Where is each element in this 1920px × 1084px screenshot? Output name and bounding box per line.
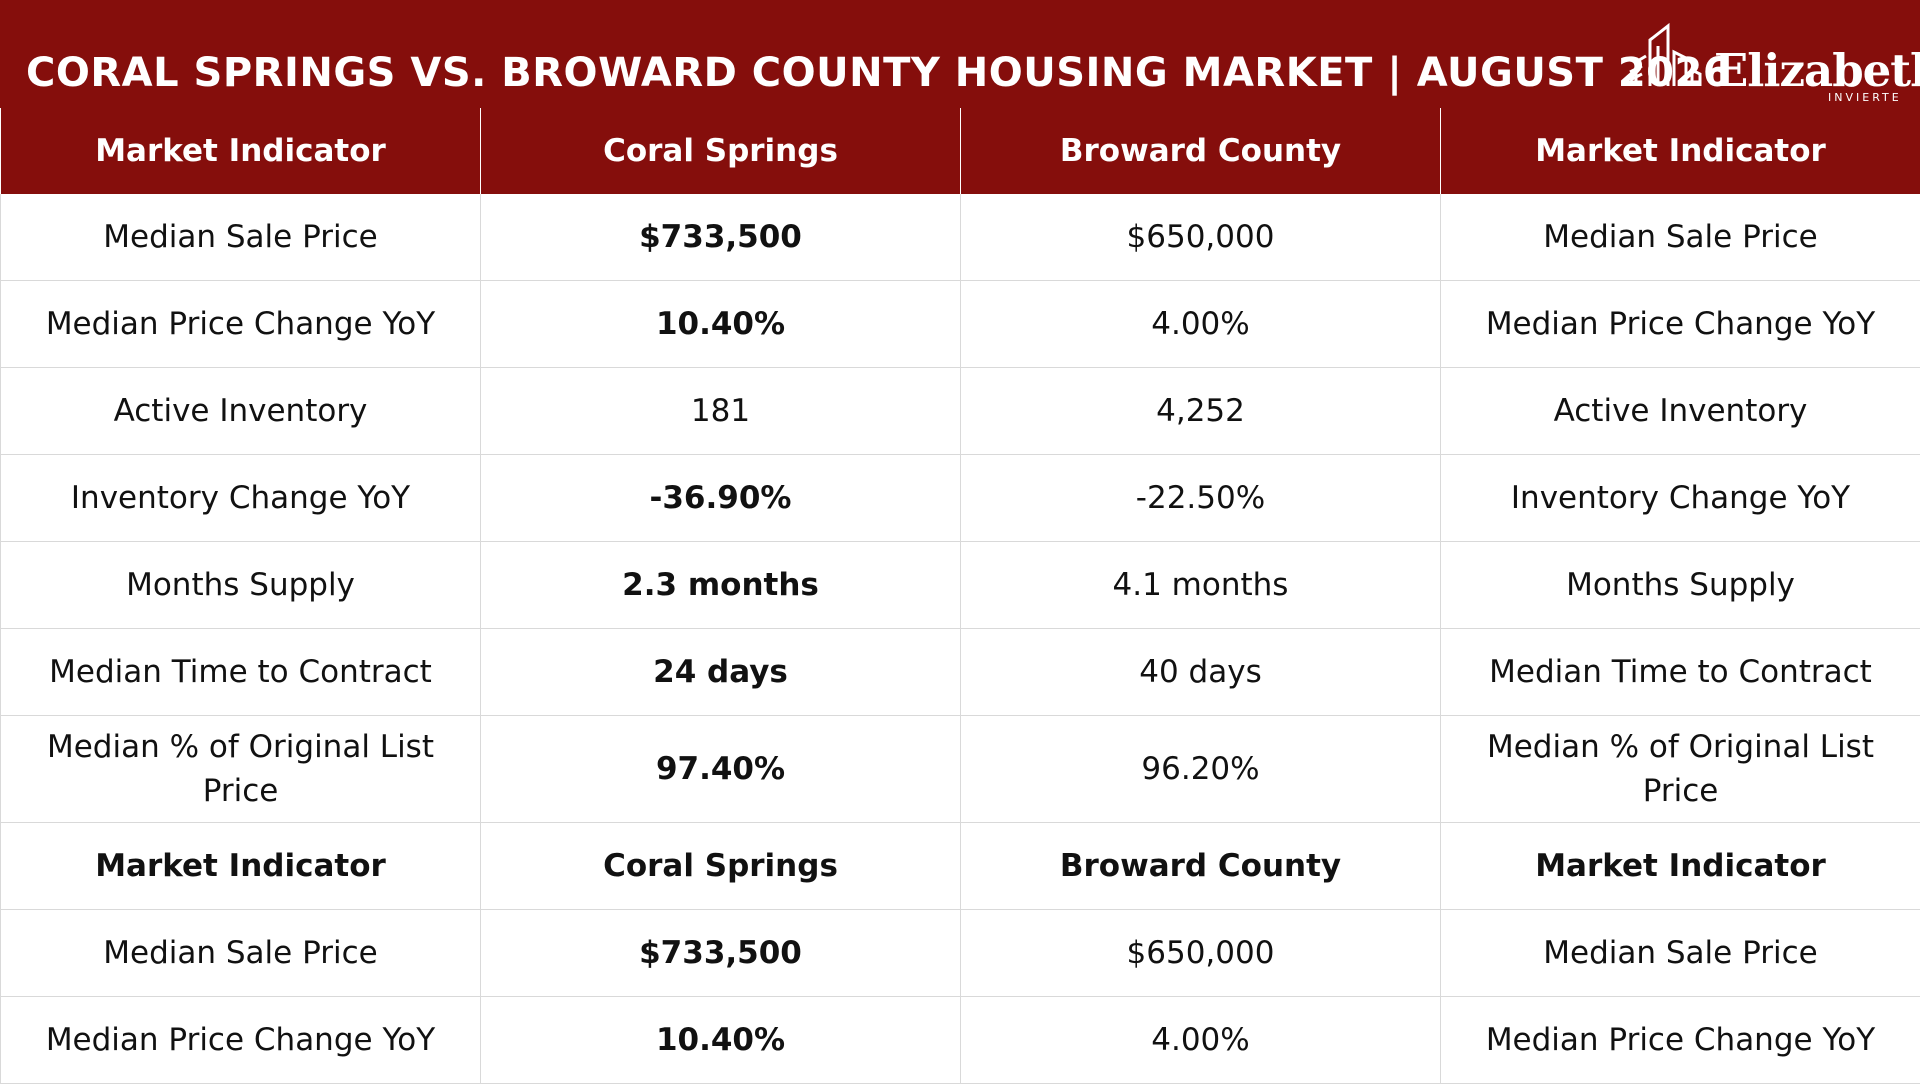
indicator-cell: Active Inventory	[1441, 368, 1920, 455]
indicator-cell: Market Indicator	[1, 823, 481, 910]
column-header: Broward County	[961, 108, 1441, 194]
header-banner: CORAL SPRINGS VS. BROWARD COUNTY HOUSING…	[0, 0, 1920, 108]
indicator-cell: Median Time to Contract	[1441, 629, 1920, 716]
indicator-cell: Median % of Original List Price	[1, 716, 481, 823]
table-row: Months Supply 2.3 months 4.1 months Mont…	[1, 542, 1920, 629]
broward-county-cell: Broward County	[961, 823, 1441, 910]
coral-springs-cell: Coral Springs	[481, 823, 961, 910]
market-comparison-table: Market Indicator Coral Springs Broward C…	[0, 108, 1920, 1084]
indicator-cell: Median Sale Price	[1441, 910, 1920, 997]
coral-springs-cell: 181	[481, 368, 961, 455]
table-subheader-row: Market Indicator Coral Springs Broward C…	[1, 823, 1920, 910]
table-row: Median Price Change YoY 10.40% 4.00% Med…	[1, 281, 1920, 368]
broward-county-cell: 4.00%	[961, 997, 1441, 1084]
indicator-cell: Market Indicator	[1441, 823, 1920, 910]
broward-county-cell: -22.50%	[961, 455, 1441, 542]
coral-springs-cell: 24 days	[481, 629, 961, 716]
broward-county-cell: 4.1 months	[961, 542, 1441, 629]
indicator-cell: Median Price Change YoY	[1, 997, 481, 1084]
indicator-cell: Months Supply	[1, 542, 481, 629]
coral-springs-cell: 97.40%	[481, 716, 961, 823]
logo-wordmark: Elizabeth	[1714, 44, 1920, 97]
indicator-cell: Inventory Change YoY	[1, 455, 481, 542]
column-header: Market Indicator	[1441, 108, 1920, 194]
brand-logo: Elizabeth INVIERTE	[1628, 22, 1913, 106]
indicator-cell: Months Supply	[1441, 542, 1920, 629]
column-header: Coral Springs	[481, 108, 961, 194]
broward-county-cell: $650,000	[961, 194, 1441, 281]
coral-springs-cell: -36.90%	[481, 455, 961, 542]
table-row: Inventory Change YoY -36.90% -22.50% Inv…	[1, 455, 1920, 542]
table-row: Median Sale Price $733,500 $650,000 Medi…	[1, 910, 1920, 997]
column-header: Market Indicator	[1, 108, 481, 194]
broward-county-cell: $650,000	[961, 910, 1441, 997]
table-row: Median Sale Price $733,500 $650,000 Medi…	[1, 194, 1920, 281]
indicator-cell: Median % of Original List Price	[1441, 716, 1920, 823]
indicator-cell: Median Price Change YoY	[1441, 997, 1920, 1084]
table-row: Median Price Change YoY 10.40% 4.00% Med…	[1, 997, 1920, 1084]
indicator-cell: Inventory Change YoY	[1441, 455, 1920, 542]
coral-springs-cell: 2.3 months	[481, 542, 961, 629]
building-skyline-icon	[1628, 22, 1712, 92]
indicator-cell: Median Time to Contract	[1, 629, 481, 716]
indicator-cell: Median Sale Price	[1441, 194, 1920, 281]
indicator-cell: Median Sale Price	[1, 194, 481, 281]
indicator-cell: Active Inventory	[1, 368, 481, 455]
table-row: Median Time to Contract 24 days 40 days …	[1, 629, 1920, 716]
broward-county-cell: 4,252	[961, 368, 1441, 455]
broward-county-cell: 96.20%	[961, 716, 1441, 823]
indicator-cell: Median Price Change YoY	[1, 281, 481, 368]
table-header-row: Market Indicator Coral Springs Broward C…	[1, 108, 1920, 194]
indicator-cell: Median Price Change YoY	[1441, 281, 1920, 368]
coral-springs-cell: 10.40%	[481, 997, 961, 1084]
logo-tagline: INVIERTE	[1828, 91, 1902, 104]
indicator-cell: Median Sale Price	[1, 910, 481, 997]
page-title: CORAL SPRINGS VS. BROWARD COUNTY HOUSING…	[26, 50, 1731, 96]
coral-springs-cell: $733,500	[481, 194, 961, 281]
table-row: Active Inventory 181 4,252 Active Invent…	[1, 368, 1920, 455]
coral-springs-cell: $733,500	[481, 910, 961, 997]
table-row: Median % of Original List Price 97.40% 9…	[1, 716, 1920, 823]
coral-springs-cell: 10.40%	[481, 281, 961, 368]
broward-county-cell: 40 days	[961, 629, 1441, 716]
broward-county-cell: 4.00%	[961, 281, 1441, 368]
